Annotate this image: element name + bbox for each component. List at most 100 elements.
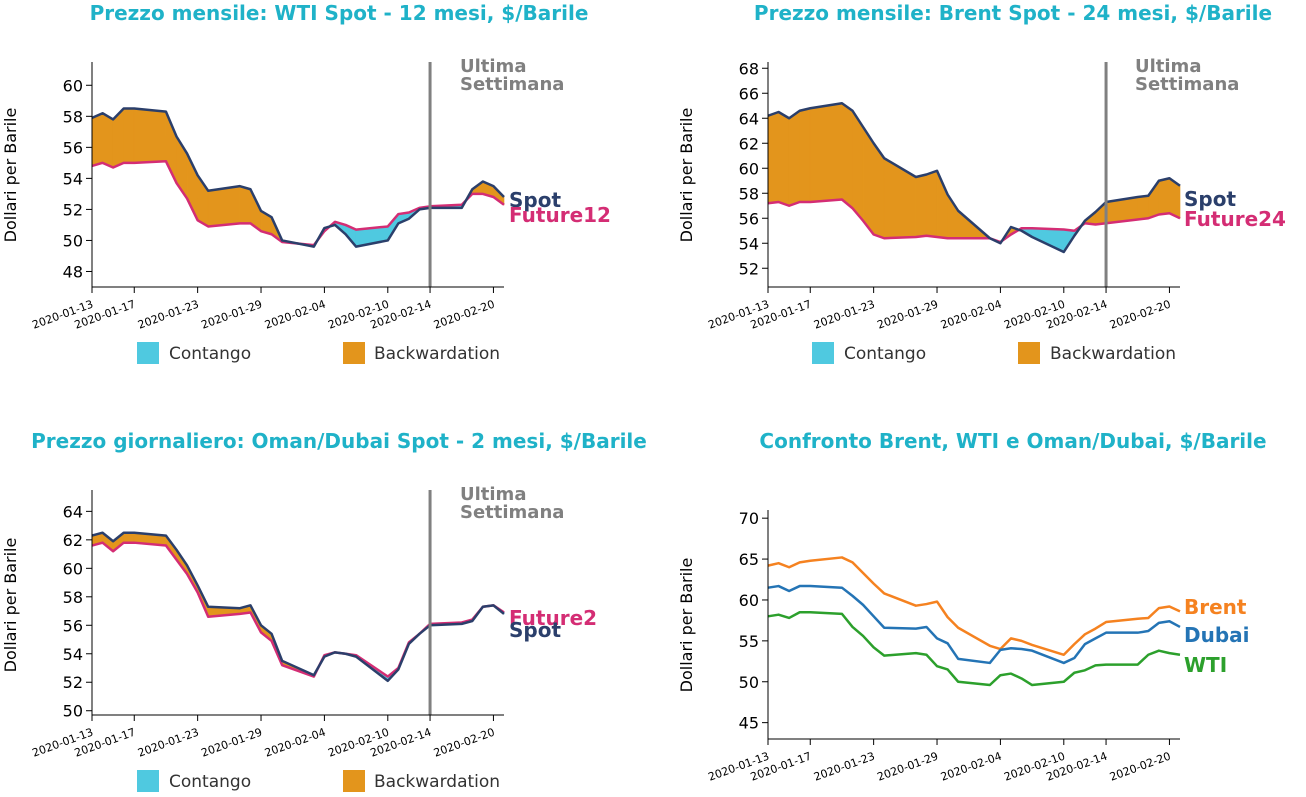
chart-title: Confronto Brent, WTI e Oman/Dubai, $/Bar… [759, 429, 1266, 453]
y-tick-label: 70 [739, 509, 759, 528]
backwardation-area [926, 170, 938, 238]
backwardation-area [915, 174, 927, 238]
series-line-spot [91, 531, 505, 683]
y-tick-label: 65 [739, 550, 759, 569]
vline-label: Ultima Settimana [460, 56, 564, 95]
y-tick-label: 56 [63, 138, 83, 157]
legend-swatch-backwardation [1018, 342, 1040, 364]
chart-title: Prezzo mensile: Brent Spot - 24 mesi, $/… [754, 1, 1272, 25]
backwardation-area [207, 185, 241, 227]
backwardation-area [767, 111, 779, 204]
legend-label-contango: Contango [169, 772, 251, 792]
y-axis-label: Dollari per Barile [1, 108, 20, 243]
series-line-spot [767, 102, 1181, 254]
chart-brent: Prezzo mensile: Brent Spot - 24 mesi, $/… [677, 1, 1286, 364]
backwardation-area [883, 157, 917, 239]
x-tick-label: 2020-01-29 [200, 298, 265, 332]
series-line-spot [91, 107, 505, 248]
backwardation-area [123, 108, 135, 164]
y-tick-label: 48 [63, 262, 83, 281]
x-tick-label: 2020-01-29 [876, 750, 941, 784]
y-axis-label: Dollari per Barile [677, 108, 696, 243]
series-line-future2 [91, 541, 505, 678]
legend: Contango Backwardation [137, 342, 500, 364]
y-tick-label: 56 [63, 616, 83, 635]
legend-label-backwardation: Backwardation [374, 772, 500, 792]
end-label-future: Future2 [509, 606, 597, 630]
legend-label-contango: Contango [169, 344, 251, 364]
x-tick-label: 2020-02-20 [1108, 750, 1173, 784]
backwardation-area [788, 110, 800, 207]
y-tick-label: 52 [739, 259, 759, 278]
x-tick-label: 2020-02-20 [432, 726, 497, 760]
x-tick-label: 2020-02-04 [939, 298, 1004, 332]
vline-label-line2: Settimana [460, 502, 564, 523]
end-label-future: Future24 [1184, 207, 1286, 231]
vline-label-line1: Ultima [460, 56, 526, 77]
y-tick-label: 62 [739, 134, 759, 153]
y-tick-label: 50 [739, 673, 759, 692]
chart-wti: Prezzo mensile: WTI Spot - 12 mesi, $/Ba… [1, 1, 611, 364]
legend-label-backwardation: Backwardation [1050, 344, 1176, 364]
y-tick-label: 55 [739, 632, 759, 651]
legend-swatch-contango [137, 342, 159, 364]
y-tick-label: 52 [63, 673, 83, 692]
legend: Contango Backwardation [812, 342, 1176, 364]
y-tick-label: 58 [739, 184, 759, 203]
vline-label: Ultima Settimana [1135, 56, 1239, 95]
y-tick-label: 62 [63, 531, 83, 550]
backwardation-area [852, 109, 864, 222]
backwardation-area [133, 108, 167, 164]
backwardation-area [1137, 195, 1149, 220]
end-label-future: Future12 [509, 203, 611, 227]
y-tick-label: 50 [63, 231, 83, 250]
x-tick-label: 2020-01-23 [812, 750, 877, 784]
y-axis-label: Dollari per Barile [1, 538, 20, 673]
y-tick-label: 58 [63, 107, 83, 126]
end-label-brent: Brent [1184, 595, 1247, 619]
series-line-dubai [767, 584, 1181, 665]
legend-swatch-backwardation [343, 342, 365, 364]
x-tick-label: 2020-02-20 [432, 298, 497, 332]
vline-label-line2: Settimana [1135, 74, 1239, 95]
x-tick-label: 2020-02-04 [263, 298, 328, 332]
panel-brent: Prezzo mensile: Brent Spot - 24 mesi, $/… [653, 0, 1306, 398]
backwardation-area [123, 532, 135, 543]
backwardation-area [841, 102, 853, 209]
x-tick-label: 2020-01-23 [136, 298, 201, 332]
backwardation-area [91, 112, 103, 167]
legend: Contango Backwardation [137, 770, 500, 792]
plot-area: 4550556065702020-01-132020-01-172020-01-… [706, 509, 1181, 784]
legend-swatch-contango [137, 770, 159, 792]
series-line-wti [767, 610, 1181, 687]
backwardation-area [102, 112, 114, 168]
series-line-future12 [91, 160, 505, 247]
panel-dubai: Prezzo giornaliero: Oman/Dubai Spot - 2 … [0, 398, 653, 796]
series-line-future24 [767, 198, 1181, 244]
backwardation-area [778, 111, 790, 207]
chart-dubai: Prezzo giornaliero: Oman/Dubai Spot - 2 … [1, 429, 647, 792]
vline-label: Ultima Settimana [460, 484, 564, 523]
x-tick-label: 2020-02-20 [1108, 298, 1173, 332]
vline-label-line1: Ultima [460, 484, 526, 505]
backwardation-area [1158, 177, 1170, 215]
panel-wti: Prezzo mensile: WTI Spot - 12 mesi, $/Ba… [0, 0, 653, 398]
y-tick-label: 60 [739, 159, 759, 178]
y-tick-label: 60 [63, 559, 83, 578]
end-label-spot: Spot [509, 188, 561, 212]
x-tick-label: 2020-01-23 [136, 726, 201, 760]
y-tick-label: 66 [739, 84, 759, 103]
backwardation-area [799, 107, 811, 203]
y-tick-label: 50 [63, 702, 83, 721]
y-axis-label: Dollari per Barile [677, 558, 696, 693]
backwardation-area [239, 185, 251, 224]
legend-swatch-contango [812, 342, 834, 364]
vline-label-line1: Ultima [1135, 56, 1201, 77]
y-tick-label: 45 [739, 714, 759, 733]
chart-title: Prezzo mensile: WTI Spot - 12 mesi, $/Ba… [90, 1, 589, 25]
backwardation-area [809, 102, 843, 203]
plot-area: 5254565860626466682020-01-132020-01-1720… [706, 59, 1181, 332]
y-tick-label: 54 [739, 234, 759, 253]
end-label-spot: Spot [1184, 187, 1236, 211]
y-tick-label: 68 [739, 59, 759, 78]
